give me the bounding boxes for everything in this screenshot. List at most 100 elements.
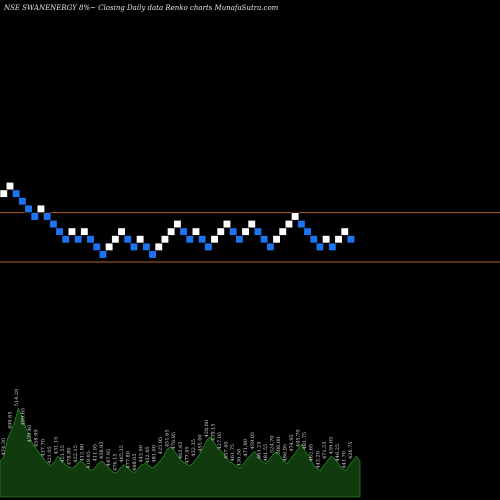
volume-price-label: 452.95 [145,446,151,464]
volume-price-label: 499.65 [8,412,14,430]
renko-brick-up [173,220,182,229]
volume-price-label: 477.95 [184,446,190,464]
volume-price-label: 465.35 [119,445,125,463]
volume-price-label: 445.70 [296,430,302,448]
renko-brick-down [18,197,27,206]
renko-brick-down [129,242,138,251]
renko-brick-down [266,242,275,251]
volume-price-label: 428.60 [204,420,210,438]
volume-price-label: 506.00 [276,437,282,455]
renko-brick-down [92,242,101,251]
volume-price-label: 476.15 [112,454,118,472]
renko-brick-down [74,235,83,244]
renko-brick-up [5,182,14,191]
renko-brick-up [284,220,294,229]
renko-brick-down [55,227,64,236]
volume-price-label: 499.65 [21,408,27,426]
volume-price-label: 459.05 [250,432,256,450]
volume-price-label: 446.25 [335,444,341,462]
renko-brick-down [148,250,157,259]
volume-price-label: 477.80 [125,451,131,469]
volume-price-label: 430.50 [237,449,243,467]
volume-price-label: 451.65 [165,430,171,448]
volume-price-label: 455.00 [197,434,203,452]
renko-brick-up [36,204,46,213]
renko-brick-down [253,227,262,236]
volume-price-label: 465.65 [178,442,184,460]
renko-brick-down [328,242,337,251]
renko-brick-up [136,235,145,244]
renko-brick-down [98,250,107,259]
volume-price-label: 481.00 [152,445,158,463]
renko-brick-down [86,235,95,244]
volume-price-label: 461.75 [230,444,236,462]
volume-price-label: 481.75 [302,432,308,450]
renko-brick-up [340,227,349,236]
renko-brick-up [334,235,343,244]
volume-price-label: 457.40 [224,442,230,460]
renko-brick-up [67,227,76,236]
renko-brick-up [154,242,163,251]
renko-brick-down [24,204,33,213]
volume-price-label: 463.25 [256,442,262,460]
renko-brick-down [198,235,207,244]
volume-price-label: 422.15 [73,445,79,463]
volume-price-label: 474.30 [1,438,7,456]
volume-price-label: 451.55 [60,445,66,463]
volume-price-label: 486.95 [283,444,289,462]
renko-brick-down [30,212,39,221]
renko-brick-down [297,220,306,229]
volume-price-label: 419.05 [86,451,92,469]
renko-brick-up [191,227,200,236]
renko-brick-up [210,235,219,244]
volume-price-label: 458.99 [34,430,40,448]
level-lines [0,212,500,263]
renko-brick-up [247,220,256,229]
volume-price-label: 471.90 [243,439,249,457]
renko-brick-down [204,242,213,251]
renko-brick-down [12,189,21,198]
renko-bricks [0,182,356,259]
volume-price-label: 426.75 [348,442,354,460]
volume-price-label: 438.95 [99,442,105,460]
renko-brick-down [43,212,52,221]
renko-brick-down [260,235,269,244]
volume-price-label: 481.55 [263,444,269,462]
volume-price-label: 479.40 [27,425,33,443]
renko-brick-up [272,235,281,244]
volume-price-label: 427.05 [217,432,223,450]
volume-price-label: 478.80 [67,448,73,466]
volume-price-label: 443.90 [139,445,145,463]
renko-brick-down [49,220,58,229]
renko-brick-down [315,242,325,251]
volume-price-label: 441.70 [342,451,348,469]
renko-brick-up [167,227,176,236]
volume-price-label: 459.05 [328,437,334,455]
renko-brick-up [160,235,169,244]
volume-price-label: 439.15 [211,424,217,442]
volume-price-label: 462.65 [309,444,315,462]
renko-brick-down [309,235,318,244]
renko-brick-down [123,235,132,244]
volume-price-label: 514.20 [14,389,20,407]
volume-price-label: 524.70 [269,436,275,454]
volume-price-label: 443.20 [315,451,321,469]
volume-price-label: 411.95 [93,444,99,462]
renko-brick-up [117,227,126,236]
renko-brick-down [303,227,312,236]
renko-brick-up [0,189,8,198]
volume-price-label: 421.05 [47,446,53,464]
volume-price-label: 448.05 [132,454,138,472]
renko-brick-down [235,235,244,244]
volume-price-label: 425.95 [158,437,164,455]
renko-brick-down [229,227,238,236]
volume-price-label: 432.35 [191,439,197,457]
renko-brick-up [322,235,331,244]
volume-price-label: 412.80 [80,444,86,462]
renko-brick-up [241,227,250,236]
renko-brick-up [216,227,225,236]
renko-brick-down [61,235,70,244]
